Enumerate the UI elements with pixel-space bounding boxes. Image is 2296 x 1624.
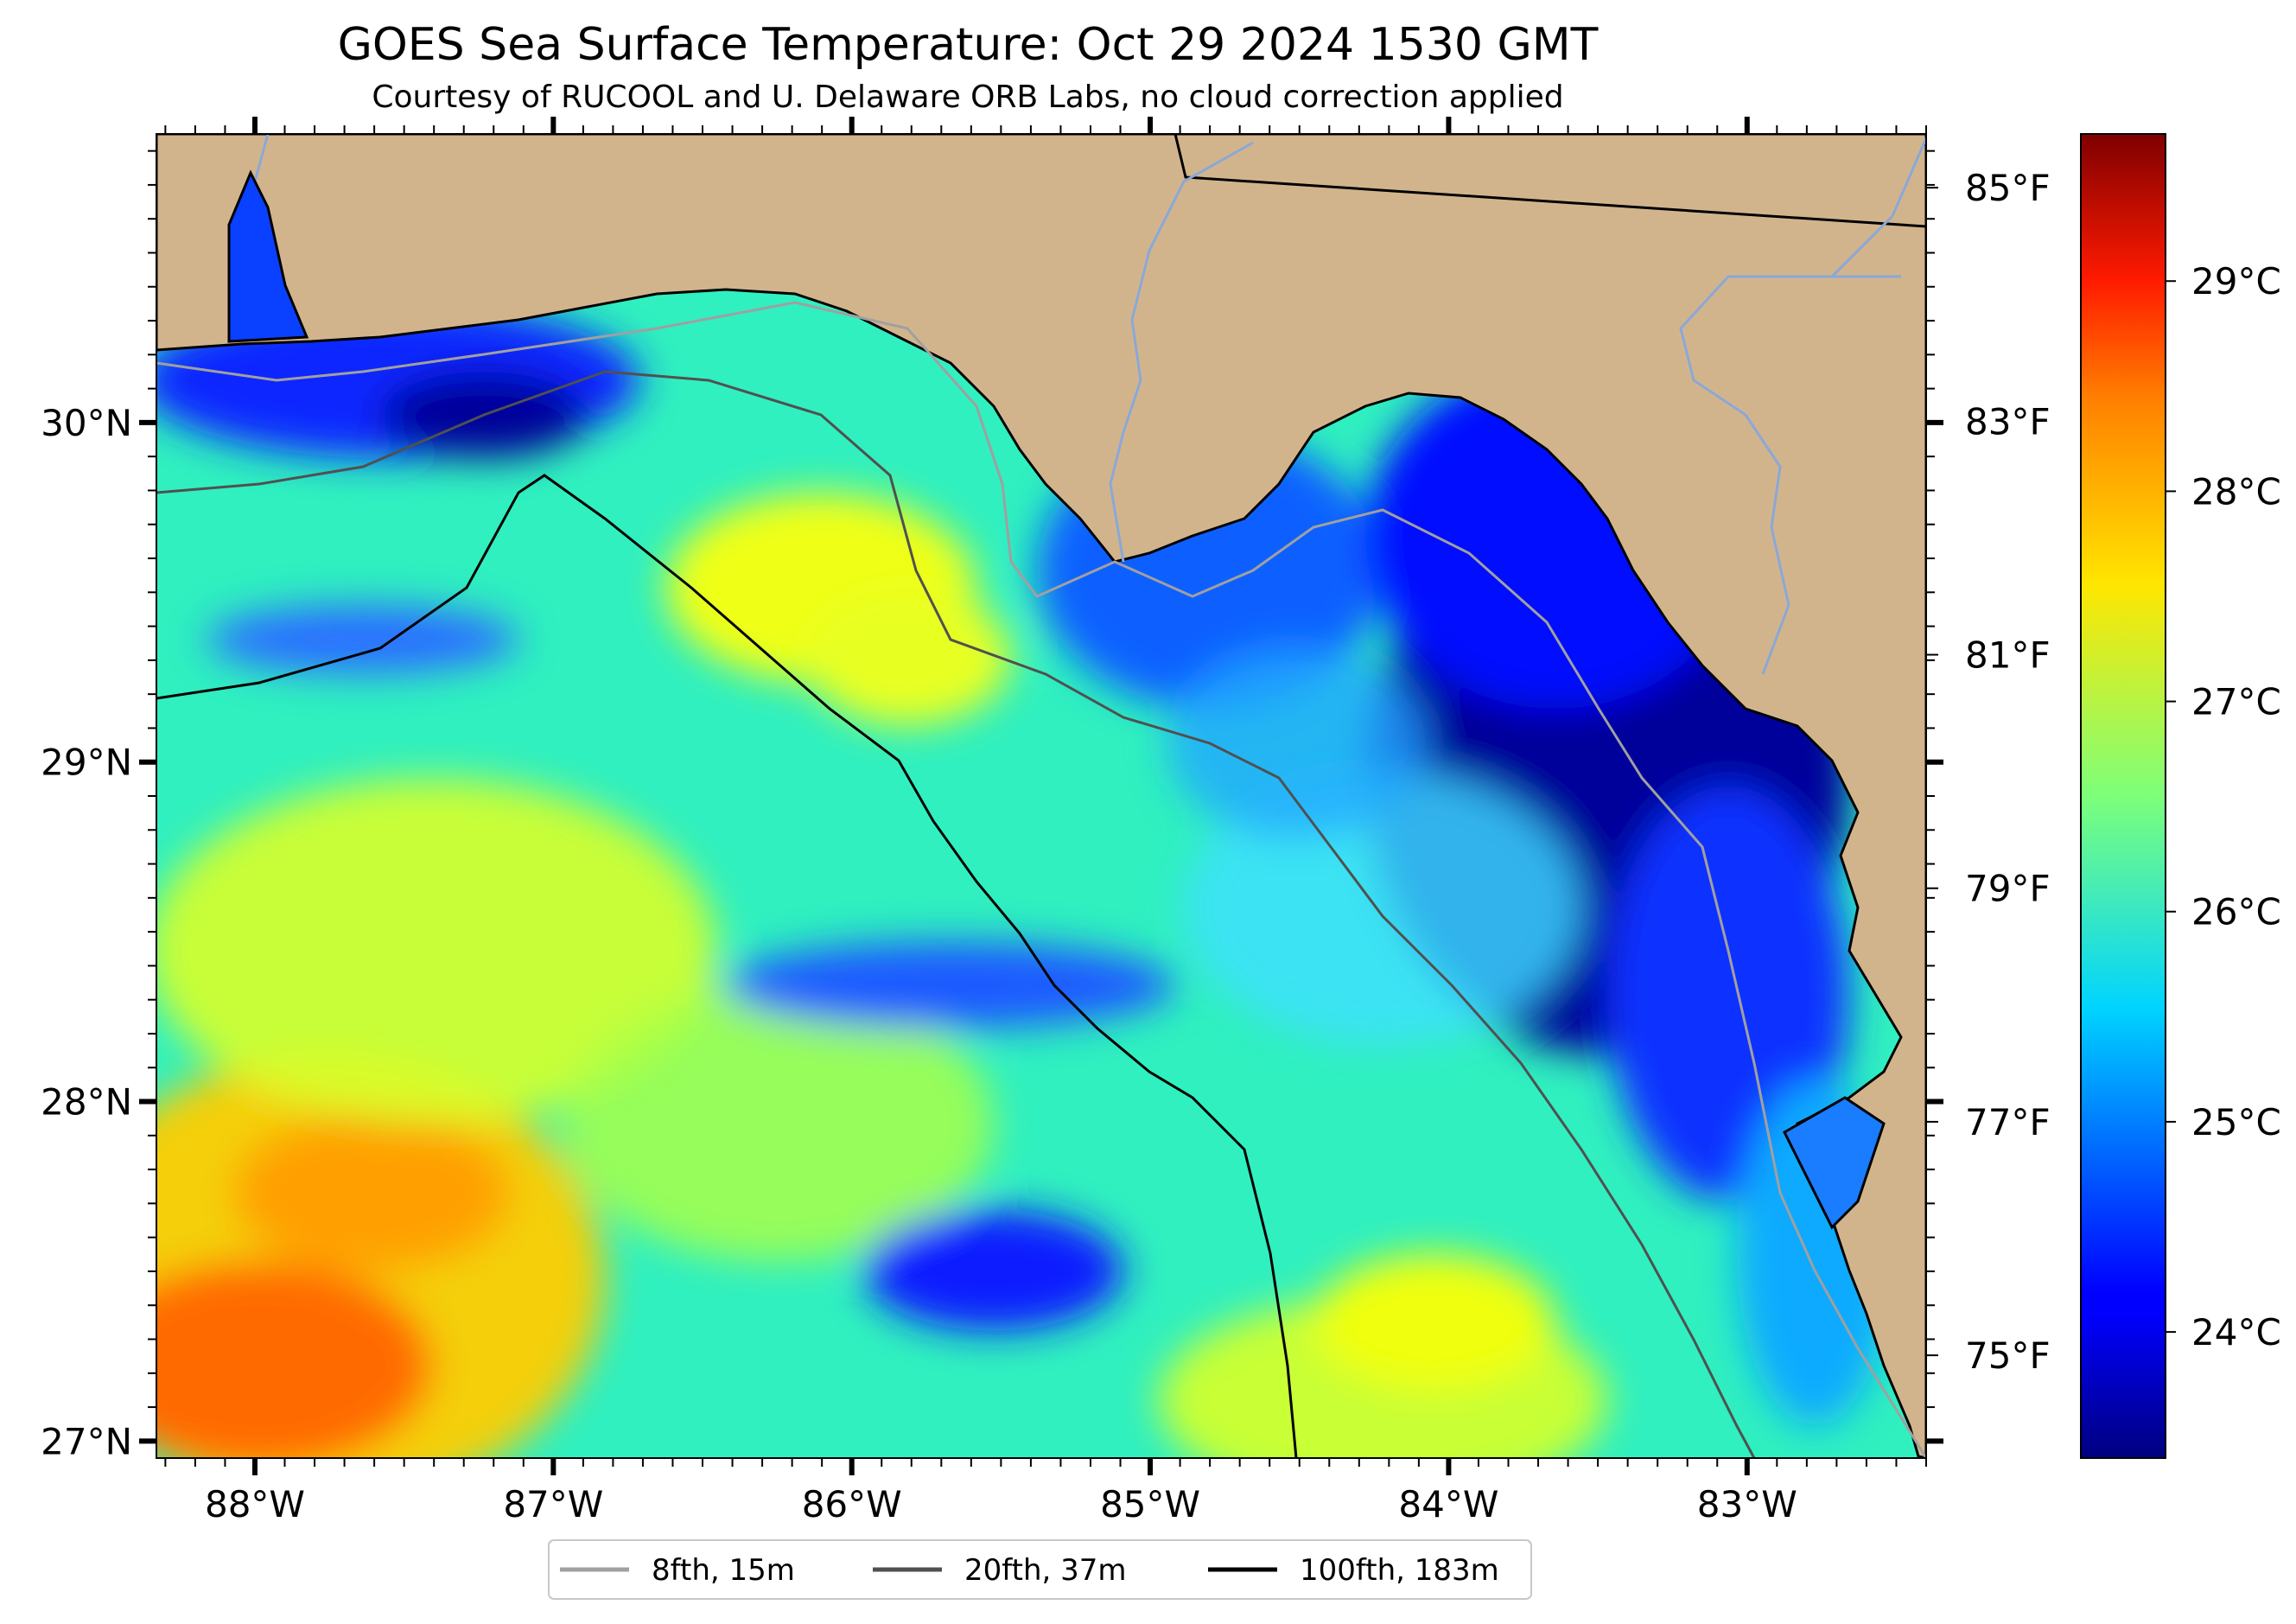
lat-tick-label: 27°N <box>41 1420 132 1462</box>
legend-label-20fth: 20fth, 37m <box>964 1553 1127 1588</box>
lon-tick-label: 83°W <box>1697 1483 1797 1525</box>
legend-label-8fth: 8fth, 15m <box>652 1553 795 1588</box>
colorbar: 29°C 28°C 27°C 26°C 25°C 24°C 85°F 83°F 81°F 79°F… <box>1926 133 2281 1459</box>
river <box>1830 137 1926 278</box>
river <box>1109 141 1254 563</box>
legend-box <box>548 1539 1532 1600</box>
lon-tick-label: 86°W <box>802 1483 902 1525</box>
celsius-tick-label: 24°C <box>2191 1311 2281 1353</box>
celsius-tick-label: 28°C <box>2191 470 2281 513</box>
fahrenheit-tick-label: 83°F <box>1965 400 2051 443</box>
mobile-bay <box>227 169 309 343</box>
map-panel <box>156 134 1926 1458</box>
isobath-100fth <box>156 474 1298 1458</box>
lat-tick-label: 28°N <box>41 1081 132 1124</box>
lon-tick-label: 88°W <box>205 1483 305 1525</box>
lat-tick-label: 29°N <box>41 742 132 784</box>
isobath-legend: 8fth, 15m 20fth, 37m 100fth, 183m <box>548 1539 1532 1600</box>
legend-label-100fth: 100fth, 183m <box>1300 1553 1499 1588</box>
celsius-tick-label: 25°C <box>2191 1101 2281 1143</box>
celsius-tick-label: 26°C <box>2191 891 2281 933</box>
lon-tick-label: 85°W <box>1100 1483 1200 1525</box>
map-title: GOES Sea Surface Temperature: Oct 29 202… <box>337 19 1599 71</box>
colorbar-ticks: 29°C 28°C 27°C 26°C 25°C 24°C 85°F 83°F 81°F 79°F… <box>1926 167 2281 1377</box>
isobath-20fth <box>156 370 1756 1458</box>
celsius-tick-label: 27°C <box>2191 681 2281 723</box>
fahrenheit-tick-label: 79°F <box>1965 868 2051 910</box>
river <box>1679 275 1901 675</box>
lon-tick-label: 84°W <box>1398 1483 1498 1525</box>
celsius-tick-label: 29°C <box>2191 260 2281 303</box>
fahrenheit-tick-label: 77°F <box>1965 1101 2051 1143</box>
fahrenheit-tick-label: 85°F <box>1965 167 2051 209</box>
tampa-bay <box>1783 1096 1886 1230</box>
map-axes: 88°W 87°W 86°W 85°W 84°W 83°W 30°N 29°N 28°N 27°N <box>41 117 1943 1525</box>
fahrenheit-tick-label: 75°F <box>1965 1334 2051 1377</box>
lon-tick-label: 87°W <box>503 1483 603 1525</box>
state-boundary <box>1173 134 1926 228</box>
map-subtitle: Courtesy of RUCOOL and U. Delaware ORB L… <box>372 80 1564 115</box>
colorbar-gradient <box>2080 133 2166 1459</box>
lat-tick-label: 30°N <box>41 402 132 444</box>
fahrenheit-tick-label: 81°F <box>1965 634 2051 677</box>
isobath-8fth <box>156 301 1926 1458</box>
